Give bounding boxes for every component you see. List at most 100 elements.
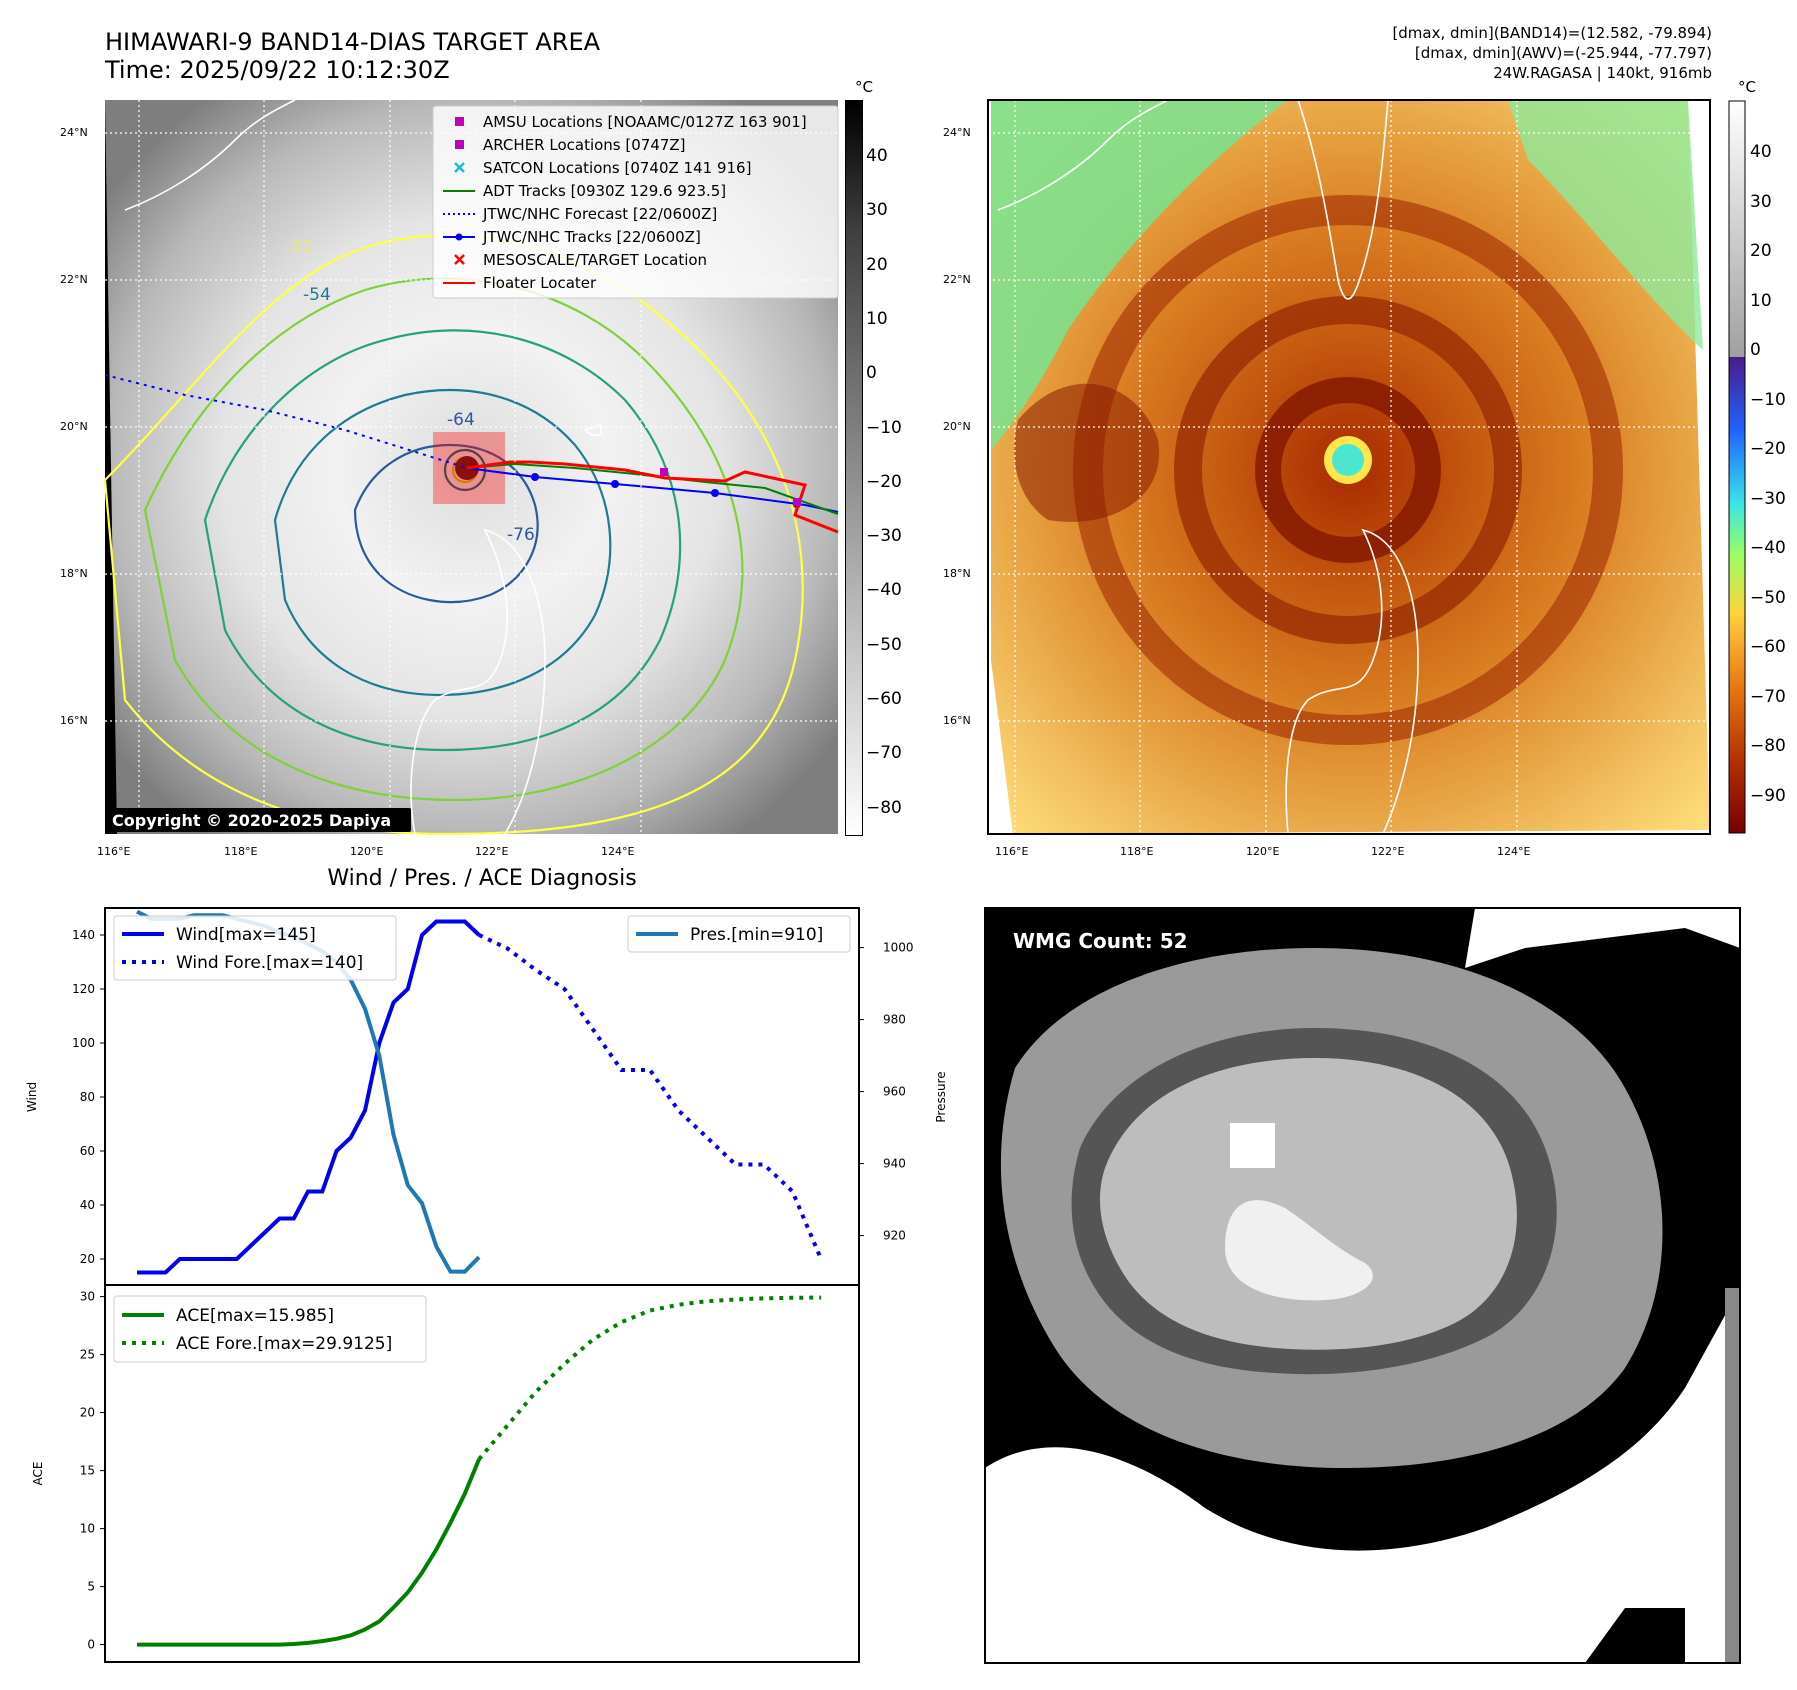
legend-entry: ARCHER Locations [0747Z] xyxy=(455,136,686,154)
colorbar-tick-label: −20 xyxy=(866,471,902,492)
legend-label: Wind[max=145] xyxy=(176,925,316,945)
lon-tick-label: 116°E xyxy=(97,845,131,858)
colorbar-tick-label: 20 xyxy=(866,254,888,275)
legend-entry: JTWC/NHC Forecast [22/0600Z] xyxy=(443,205,717,223)
lat-tick-label: 18°N xyxy=(60,567,88,580)
y-tick-label: 25 xyxy=(80,1348,95,1362)
y-tick-label: 140 xyxy=(72,928,95,942)
colorbar-tick-label: −10 xyxy=(866,417,902,438)
copyright-text: Copyright © 2020-2025 Dapiya xyxy=(112,811,391,830)
contour-label-64: -64 xyxy=(447,410,475,430)
legend-entry: ADT Tracks [0930Z 129.6 923.5] xyxy=(443,182,726,200)
right-colorbar xyxy=(1728,100,1746,834)
colorbar-tick-label: −50 xyxy=(866,634,902,655)
legend-label: ACE Fore.[max=29.9125] xyxy=(176,1334,392,1354)
pressure-legend xyxy=(627,915,851,953)
colorbar-tick-label: 10 xyxy=(1750,290,1772,311)
right-colorbar-unit: °C xyxy=(1738,78,1756,96)
legend-label: Wind Fore.[max=140] xyxy=(176,953,363,973)
colorbar-tick-label: −20 xyxy=(1750,439,1786,459)
stats-storm: 24W.RAGASA | 140kt, 916mb xyxy=(1493,64,1712,82)
legend-entry: JTWC/NHC Tracks [22/0600Z] xyxy=(443,228,701,246)
y-tick-label: 100 xyxy=(72,1036,95,1050)
colorbar-tick-label: −70 xyxy=(866,743,902,764)
y-tick-label: 20 xyxy=(80,1406,95,1420)
lat-tick-label: 16°N xyxy=(60,714,88,727)
y2-tick-label: 960 xyxy=(883,1085,906,1099)
lon-tick-label: 122°E xyxy=(475,845,509,858)
lon-tick-label: 120°E xyxy=(1246,845,1280,858)
legend-label: JTWC/NHC Forecast [22/0600Z] xyxy=(482,205,717,223)
colorbar-tick-label: −50 xyxy=(1750,587,1786,608)
colorbar-tick-label: −30 xyxy=(1750,488,1786,509)
left-map: -31 -54 -64 -76 Copyright © 2020-2025 Da… xyxy=(103,99,839,836)
lon-tick-label: 120°E xyxy=(350,845,384,858)
ace-axis-label: ACE xyxy=(31,1462,45,1486)
colorbar-tick-label: 10 xyxy=(866,308,888,329)
legend-entry: MESOSCALE/TARGET Location xyxy=(454,251,707,269)
legend-label: Pres.[min=910] xyxy=(690,925,823,945)
series-line xyxy=(137,919,481,1275)
chart-title: HIMAWARI-9 BAND14-DIAS TARGET AREA xyxy=(105,28,601,56)
colorbar-tick-label: 30 xyxy=(866,200,888,221)
lat-tick-label: 20°N xyxy=(60,420,88,433)
chart-time: Time: 2025/09/22 10:12:30Z xyxy=(105,56,450,84)
lat-tick-label: 18°N xyxy=(943,567,971,580)
legend-label: JTWC/NHC Tracks [22/0600Z] xyxy=(482,228,701,246)
lon-tick-label: 122°E xyxy=(1371,845,1405,858)
legend-label: SATCON Locations [0740Z 141 916] xyxy=(483,159,751,177)
wind-axis-label: Wind xyxy=(25,1082,39,1112)
lon-tick-label: 118°E xyxy=(1120,845,1154,858)
y-tick-label: 40 xyxy=(80,1198,95,1212)
diagnosis-title: Wind / Pres. / ACE Diagnosis xyxy=(327,866,637,891)
colorbar-tick-label: −40 xyxy=(1750,538,1786,558)
legend-label: AMSU Locations [NOAAMC/0127Z 163 901] xyxy=(483,113,807,131)
contour-label-31: -31 xyxy=(285,237,313,257)
wmg-panel: WMG Count: 52 xyxy=(984,907,1741,1664)
lat-tick-label: 22°N xyxy=(943,273,971,286)
lat-tick-label: 16°N xyxy=(943,714,971,727)
lat-tick-label: 24°N xyxy=(60,126,88,139)
legend-entry: Floater Locater xyxy=(443,274,597,292)
colorbar-tick-label: −90 xyxy=(1750,785,1786,806)
right-map xyxy=(987,99,1711,835)
left-map-legend xyxy=(432,105,839,299)
colorbar-tick-label: 40 xyxy=(866,146,888,166)
pressure-axis-label: Pressure xyxy=(934,1071,948,1122)
legend-label: ARCHER Locations [0747Z] xyxy=(483,136,686,154)
y2-tick-label: 1000 xyxy=(883,941,914,955)
colorbar-tick-label: 0 xyxy=(1750,340,1761,360)
y2-tick-label: 980 xyxy=(883,1013,906,1027)
y-tick-label: 0 xyxy=(87,1638,95,1652)
colorbar-tick-label: −60 xyxy=(1750,637,1786,657)
colorbar-tick-label: −70 xyxy=(1750,686,1786,707)
lon-tick-label: 118°E xyxy=(224,845,258,858)
y-tick-label: 120 xyxy=(72,982,95,996)
lat-tick-label: 22°N xyxy=(60,273,88,286)
legend-label: Floater Locater xyxy=(483,274,597,292)
y-tick-label: 30 xyxy=(80,1290,95,1304)
lon-tick-label: 124°E xyxy=(601,845,635,858)
stats-awv: [dmax, dmin](AWV)=(-25.944, -77.797) xyxy=(1414,44,1712,62)
colorbar-tick-label: 20 xyxy=(1750,241,1772,261)
lon-tick-label: 124°E xyxy=(1497,845,1531,858)
lat-tick-label: 24°N xyxy=(943,126,971,139)
y-tick-label: 60 xyxy=(80,1144,95,1158)
legend-entry: AMSU Locations [NOAAMC/0127Z 163 901] xyxy=(455,113,807,131)
y2-tick-label: 940 xyxy=(883,1157,906,1171)
y-tick-label: 15 xyxy=(80,1464,95,1478)
legend-label: ADT Tracks [0930Z 129.6 923.5] xyxy=(483,182,726,200)
lon-tick-label: 116°E xyxy=(995,845,1029,858)
colorbar-tick-label: −80 xyxy=(1750,736,1786,756)
colorbar-tick-label: −80 xyxy=(866,797,902,818)
colorbar-tick-label: −40 xyxy=(866,580,902,601)
legend-entries: AMSU Locations [NOAAMC/0127Z 163 901] ARC… xyxy=(443,113,807,292)
y-tick-label: 80 xyxy=(80,1090,95,1104)
y-tick-label: 10 xyxy=(80,1522,95,1536)
wmg-count-label: WMG Count: 52 xyxy=(1013,929,1188,953)
y2-tick-label: 920 xyxy=(883,1229,906,1243)
wind-pressure-chart: 140 120 100 80 60 40 20 1000 980 960 940 920 Wind Pre… xyxy=(25,907,948,1287)
stats-band14: [dmax, dmin](BAND14)=(12.582, -79.894) xyxy=(1392,24,1712,42)
ace-chart: 30 25 20 15 10 5 0 ACE ACE[max=15.985] ACE Fore.[… xyxy=(31,1284,860,1663)
series-line xyxy=(137,1458,481,1647)
